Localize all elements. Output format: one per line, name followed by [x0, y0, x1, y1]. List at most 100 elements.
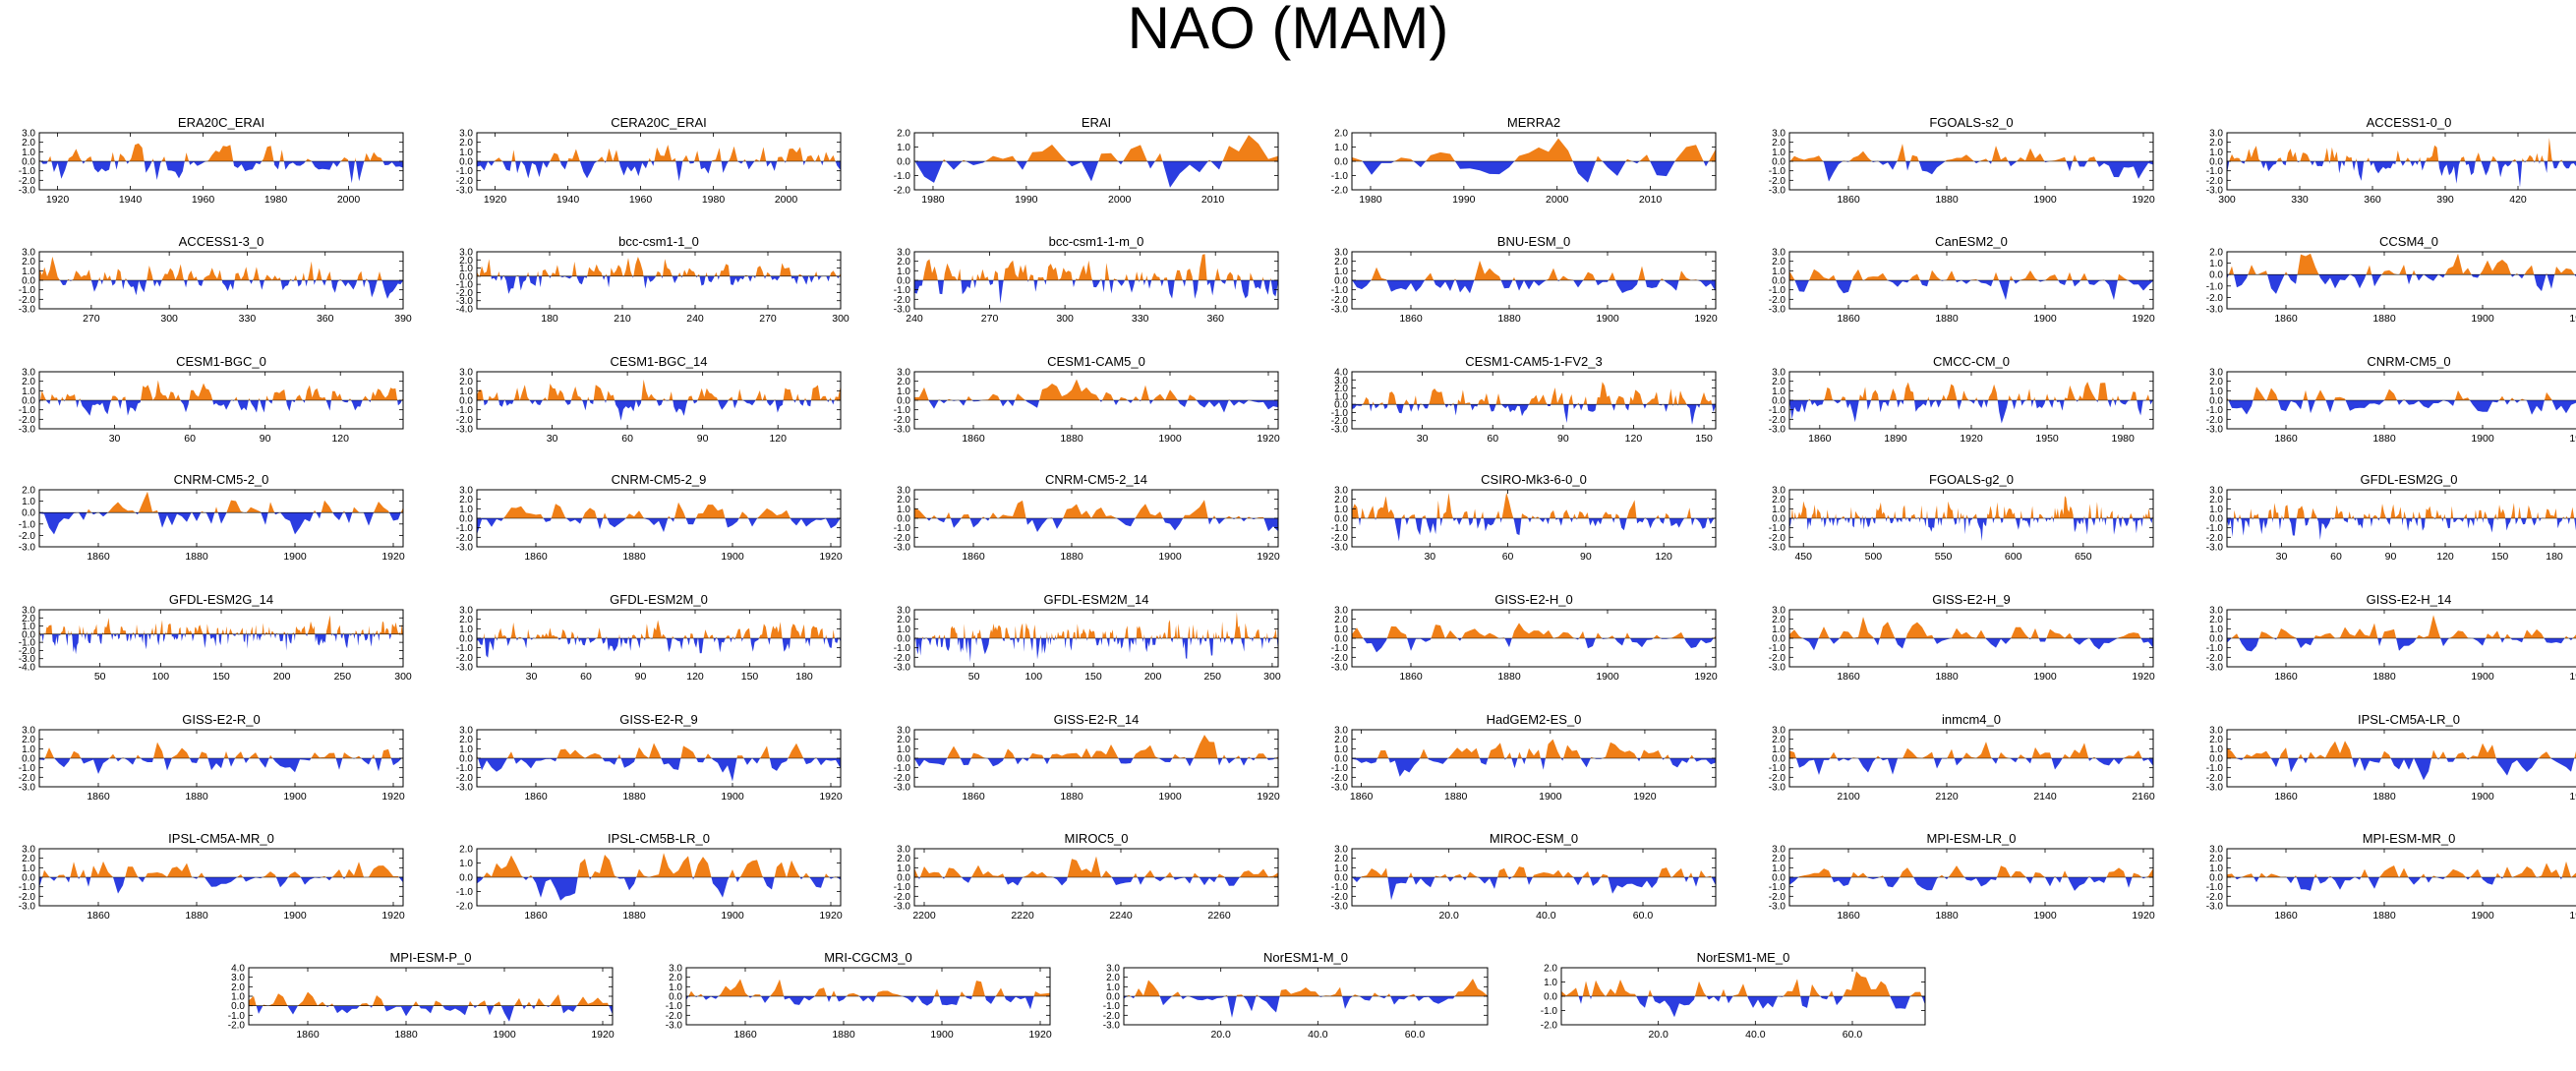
negative-anomaly-area: [914, 758, 1276, 767]
y-tick-label: 4.0: [1334, 368, 1348, 379]
x-tick-label: 1940: [556, 194, 580, 206]
y-tick-label: -3.0: [456, 663, 474, 674]
x-tick-label: 1880: [1935, 671, 1959, 683]
y-tick-label: -2.0: [894, 773, 911, 784]
panel-title: CESM1-BGC_14: [611, 354, 708, 369]
panel-title: GISS-E2-R_9: [619, 712, 697, 727]
panel-noresm1-me-0: 2.0 1.0 0.0 -1.0 -2.0 20.0 40.0 60.0 NorESM1-ME_…: [1541, 950, 1926, 1041]
x-tick-label: 1920: [381, 791, 405, 803]
x-tick-label: 60.0: [1843, 1029, 1863, 1041]
x-tick-label: 1920: [2569, 791, 2576, 803]
panel-title: GISS-E2-H_0: [1494, 592, 1572, 607]
y-tick-label: 0.0: [1544, 992, 1557, 1003]
y-tick-label: 0.0: [22, 157, 35, 168]
y-tick-label: 0.0: [2209, 396, 2223, 407]
y-tick-label: -3.0: [894, 663, 911, 674]
x-tick-label: 1920: [2132, 910, 2155, 922]
x-tick-label: 330: [2291, 194, 2309, 206]
x-tick-label: 1860: [962, 433, 985, 445]
y-tick-label: -1.0: [894, 882, 911, 893]
y-tick-label: -2.0: [1769, 176, 1786, 187]
x-tick-label: 1920: [2569, 313, 2576, 325]
panel-title: GFDL-ESM2G_14: [169, 592, 273, 607]
y-tick-label: -3.0: [1769, 543, 1786, 554]
x-tick-label: 300: [832, 313, 849, 325]
panel-bcc-csm1-1-0: 3.02.01.00.0-1.0-2.0-3.0-4.0 180 210 240 270…: [456, 234, 849, 325]
x-tick-label: 1860: [87, 551, 110, 563]
x-tick-label: 1900: [2471, 910, 2494, 922]
panel-title: MPI-ESM-MR_0: [2363, 831, 2456, 846]
y-tick-label: -2.0: [894, 892, 911, 903]
x-tick-label: 30: [1417, 433, 1429, 445]
negative-anomaly-area: [686, 996, 1034, 1010]
y-tick-label: 2.0: [2209, 854, 2223, 864]
y-tick-label: -2.0: [2206, 533, 2224, 544]
y-tick-label: 2.0: [2209, 248, 2223, 259]
panel-canesm2-0: 3.02.01.00.0-1.0-2.0-3.0 1860 1880 1900 1920…: [1769, 234, 2155, 325]
positive-anomaly-area: [1127, 979, 1488, 996]
panel-title: bcc-csm1-1_0: [618, 234, 699, 249]
y-tick-label: 2.0: [2209, 377, 2223, 387]
x-tick-label: 550: [1935, 551, 1953, 563]
y-tick-label: 1.0: [459, 505, 473, 515]
x-tick-label: 120: [1655, 551, 1672, 563]
y-tick-label: 2.0: [2209, 735, 2223, 745]
x-tick-label: 1920: [2132, 194, 2155, 206]
panel-title: IPSL-CM5A-LR_0: [2358, 712, 2460, 727]
panel-title: CCSM4_0: [2379, 234, 2438, 249]
x-tick-label: 20.0: [1648, 1029, 1669, 1041]
y-tick-label: 3.0: [2209, 129, 2223, 140]
panel-title: ACCESS1-0_0: [2367, 115, 2452, 130]
x-tick-label: 1880: [1444, 791, 1468, 803]
x-tick-label: 1860: [524, 910, 548, 922]
panel-title: CNRM-CM5-2_0: [174, 472, 269, 487]
y-tick-label: 1.0: [1334, 391, 1348, 402]
positive-anomaly-area: [2229, 138, 2562, 161]
panel-mpi-esm-p-0: 4.03.02.01.00.0-1.0-2.0 1860 1880 1900 1920 M…: [228, 950, 615, 1041]
y-tick-label: 2.0: [22, 735, 35, 745]
x-tick-label: 1920: [1257, 433, 1280, 445]
panel-giss-e2-h-9: 3.02.01.00.0-1.0-2.0-3.0 1860 1880 1900 1920…: [1769, 592, 2155, 683]
y-tick-label: 0.0: [1106, 992, 1120, 1003]
positive-anomaly-area: [483, 853, 838, 877]
positive-anomaly-area: [1352, 866, 1712, 877]
y-tick-label: 1.0: [459, 859, 473, 869]
y-tick-label: -3.0: [19, 305, 36, 316]
y-tick-label: -1.0: [666, 1001, 683, 1012]
x-tick-label: 90: [260, 433, 271, 445]
x-tick-label: 100: [1025, 671, 1043, 683]
x-tick-label: 1900: [721, 910, 744, 922]
x-tick-label: 180: [795, 671, 813, 683]
x-tick-label: 1900: [721, 551, 744, 563]
x-tick-label: 1880: [622, 551, 646, 563]
plot-frame: [2226, 251, 2576, 310]
y-tick-label: 3.0: [459, 368, 473, 379]
y-tick-label: -2.0: [1769, 533, 1786, 544]
x-tick-label: 2120: [1935, 791, 1959, 803]
panel-gfdl-esm2m-0: 3.02.01.00.0-1.0-2.0-3.0 30 60 90 120 150 180 G…: [456, 592, 842, 683]
y-tick-label: 1.0: [1334, 267, 1348, 277]
x-tick-label: 1920: [1633, 791, 1657, 803]
x-tick-label: 2260: [1207, 910, 1231, 922]
y-tick-label: 2.0: [459, 256, 473, 267]
negative-anomaly-area: [1795, 758, 2153, 775]
y-tick-label: 3.0: [1772, 486, 1786, 497]
panel-title: GISS-E2-H_9: [1932, 592, 2010, 607]
x-tick-label: 1920: [819, 910, 843, 922]
y-tick-label: -1.0: [1331, 643, 1349, 654]
negative-anomaly-area: [2227, 161, 2576, 188]
y-tick-label: -3.0: [2206, 186, 2224, 197]
negative-anomaly-area: [1789, 161, 2153, 182]
x-tick-label: 1920: [1694, 313, 1718, 325]
y-tick-label: -1.0: [1331, 285, 1349, 296]
y-tick-label: -2.0: [1541, 1021, 1558, 1032]
y-tick-label: -3.0: [1331, 305, 1349, 316]
y-tick-label: -1.0: [1331, 523, 1349, 534]
x-tick-label: 1860: [2274, 433, 2298, 445]
y-tick-label: 0.0: [897, 514, 910, 525]
x-tick-label: 40.0: [1308, 1029, 1328, 1041]
negative-anomaly-area: [2227, 518, 2576, 541]
positive-anomaly-area: [2227, 387, 2552, 400]
negative-anomaly-area: [1789, 400, 2153, 424]
y-tick-label: -3.0: [1769, 186, 1786, 197]
